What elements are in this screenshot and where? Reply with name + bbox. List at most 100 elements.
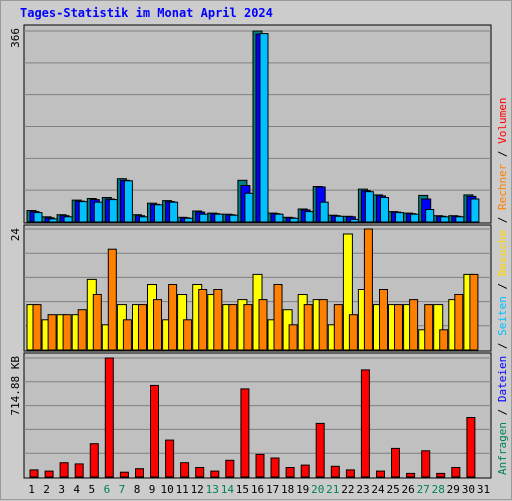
bar-volumen-day-1 <box>29 469 39 478</box>
bar-seiten-day-29 <box>455 216 465 223</box>
bar-seiten-day-12 <box>199 213 209 223</box>
x-tick-label: 27 <box>417 483 430 496</box>
bar-seiten-day-1 <box>33 212 43 223</box>
bar-volumen-day-28 <box>436 472 446 478</box>
bar-seiten-day-22 <box>349 218 359 223</box>
x-tick-label: 5 <box>88 483 95 496</box>
bar-volumen-day-19 <box>300 464 310 478</box>
chart-title: Tages-Statistik im Monat April 2024 <box>20 6 273 20</box>
legend-item: / <box>496 144 509 164</box>
bar-seiten-day-26 <box>410 213 420 223</box>
bar-seiten-day-20 <box>319 201 329 223</box>
x-tick-label: 7 <box>119 483 126 496</box>
bar-seiten-day-14 <box>229 214 239 223</box>
bar-rechner-day-15 <box>243 304 253 351</box>
bar-seiten-day-13 <box>214 213 224 223</box>
bar-seiten-day-8 <box>139 216 148 223</box>
bar-volumen-day-12 <box>195 467 205 478</box>
bar-seiten-day-24 <box>380 197 389 223</box>
bar-volumen-day-5 <box>89 443 99 478</box>
bar-seiten-day-25 <box>395 212 404 223</box>
bar-seiten-day-23 <box>364 191 374 223</box>
bar-seiten-day-10 <box>169 201 179 223</box>
bar-volumen-day-2 <box>44 470 54 478</box>
bar-rechner-day-12 <box>198 289 208 351</box>
legend-item: Besuche <box>496 230 509 276</box>
x-tick-label: 1 <box>28 483 35 496</box>
bar-volumen-day-27 <box>421 450 431 478</box>
x-tick-label: 29 <box>447 483 460 496</box>
bar-rechner-day-28 <box>439 329 449 351</box>
legend-item: Rechner <box>496 163 509 210</box>
bar-rechner-day-17 <box>273 284 283 351</box>
x-tick-label: 28 <box>432 483 445 496</box>
bar-rechner-day-10 <box>168 284 178 351</box>
bar-volumen-day-10 <box>165 439 175 478</box>
bar-volumen-day-16 <box>255 453 265 478</box>
legend-item: Seiten <box>496 296 509 336</box>
bar-volumen-day-20 <box>315 422 325 478</box>
bar-volumen-day-18 <box>285 467 295 478</box>
x-tick-label: 2 <box>43 483 50 496</box>
bar-seiten-day-28 <box>440 216 450 223</box>
bar-volumen-day-6 <box>104 357 114 478</box>
bar-rechner-day-27 <box>424 304 434 351</box>
bar-rechner-day-20 <box>318 299 328 351</box>
x-tick-label: 20 <box>311 483 324 496</box>
legend-item: Volumen <box>496 97 509 143</box>
bar-rechner-day-25 <box>394 304 403 351</box>
x-tick-label: 11 <box>176 483 189 496</box>
bar-rechner-day-2 <box>47 314 57 351</box>
bar-seiten-day-21 <box>334 215 344 223</box>
x-tick-label: 30 <box>462 483 475 496</box>
bar-rechner-day-26 <box>409 299 419 351</box>
bar-volumen-day-24 <box>376 470 385 478</box>
bar-seiten-day-18 <box>289 217 299 223</box>
x-tick-label: 6 <box>104 483 111 496</box>
x-tick-label: 21 <box>326 483 339 496</box>
x-tick-label: 24 <box>371 483 385 496</box>
legend: Anfragen / Dateien / Seiten / Besuche / … <box>496 97 509 475</box>
bar-rechner-day-22 <box>348 314 358 351</box>
bar-rechner-day-14 <box>228 304 238 351</box>
bar-seiten-day-5 <box>93 201 103 223</box>
bar-besuche-day-28 <box>433 304 444 351</box>
bar-volumen-day-23 <box>360 369 370 478</box>
x-tick-label: 3 <box>58 483 65 496</box>
legend-item: / <box>496 402 509 422</box>
bar-seiten-day-7 <box>123 180 133 223</box>
x-tick-label: 31 <box>477 483 490 496</box>
bar-volumen-day-7 <box>119 471 129 478</box>
x-tick-label: 13 <box>206 483 219 496</box>
bar-rechner-day-9 <box>153 299 162 351</box>
bar-seiten-day-17 <box>274 213 284 223</box>
bar-seiten-day-3 <box>63 216 73 223</box>
legend-item: / <box>496 336 509 356</box>
bar-volumen-day-21 <box>330 465 340 478</box>
bar-rechner-day-7 <box>122 319 132 351</box>
bar-seiten-day-27 <box>425 209 435 223</box>
bar-rechner-day-8 <box>138 304 147 351</box>
x-tick-label: 4 <box>73 483 80 496</box>
bar-rechner-day-19 <box>303 304 313 351</box>
bar-rechner-day-30 <box>469 273 479 351</box>
x-tick-label: 17 <box>266 483 279 496</box>
x-tick-label: 25 <box>386 483 399 496</box>
bar-seiten-day-2 <box>48 218 58 223</box>
bar-volumen-day-11 <box>180 462 190 478</box>
x-tick-label: 16 <box>251 483 264 496</box>
bar-volumen-day-15 <box>240 388 250 478</box>
bar-rechner-day-21 <box>333 304 343 351</box>
bar-rechner-day-23 <box>363 228 373 351</box>
bar-seiten-day-4 <box>78 201 88 223</box>
bar-rechner-day-5 <box>92 294 102 351</box>
bar-volumen-day-8 <box>135 468 144 478</box>
bar-volumen-day-29 <box>451 467 461 478</box>
x-tick-label: 14 <box>221 483 235 496</box>
bar-rechner-day-18 <box>288 324 298 351</box>
legend-item: Anfragen <box>496 422 509 475</box>
bar-rechner-day-16 <box>258 299 268 351</box>
y-max-label-bottom: 714.88 KB <box>9 356 22 416</box>
